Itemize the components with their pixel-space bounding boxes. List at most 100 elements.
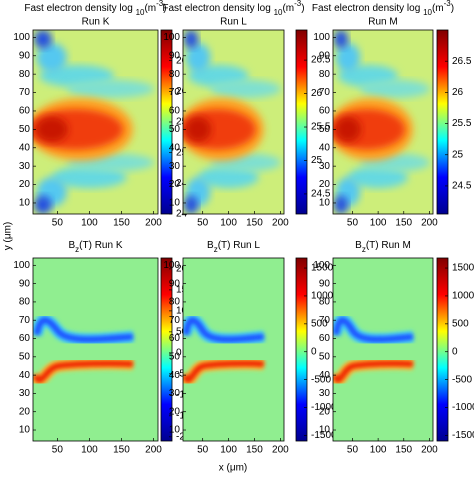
field-feature xyxy=(360,79,430,99)
y-tick-label: 100 xyxy=(163,32,180,43)
title-part: B xyxy=(68,240,75,251)
plot-frame xyxy=(182,257,285,442)
x-tick-label: 100 xyxy=(370,218,387,229)
field-background xyxy=(183,258,284,441)
heatmap-field xyxy=(183,258,284,441)
x-tick-label: 50 xyxy=(52,218,64,229)
y-tick-label: 50 xyxy=(169,351,181,362)
y-tick-label: 80 xyxy=(169,69,181,80)
colorbar-tick-label: 26 xyxy=(311,88,323,99)
y-tick-label: 100 xyxy=(313,260,330,271)
colorbar-tick-label: 500 xyxy=(452,318,469,329)
y-tick-label: 30 xyxy=(19,388,31,399)
colorbar-tick-label: 26 xyxy=(176,86,188,97)
y-tick-label: 70 xyxy=(319,87,331,98)
colorbar-tick-label: 500 xyxy=(311,318,328,329)
y-tick-label: 80 xyxy=(19,69,31,80)
colorbar-tick-label: 25 xyxy=(311,155,323,166)
panel-title: Fast electron density log 10(m-3) xyxy=(312,0,454,17)
y-tick-label: 80 xyxy=(169,297,181,308)
x-tick-label: 200 xyxy=(145,218,162,229)
field-feature xyxy=(335,116,361,143)
colorbar-tick-label: 25.5 xyxy=(452,118,472,129)
title-part: B xyxy=(355,240,362,251)
title-part: Fast electron density log xyxy=(162,3,273,14)
field-feature xyxy=(186,42,211,73)
title-part: 10 xyxy=(423,8,432,17)
y-tick-label: 20 xyxy=(169,179,181,190)
y-tick-label: 70 xyxy=(19,315,31,326)
title-part: ) xyxy=(301,3,304,14)
colorbar-tick-label: 0 xyxy=(176,347,182,358)
colorbar-tick-label: 26.5 xyxy=(452,56,472,67)
field-feature xyxy=(51,166,127,189)
colorbar-tick-label: 24 xyxy=(176,209,188,220)
heatmap-field xyxy=(33,30,158,214)
x-tick-label: 50 xyxy=(197,218,209,229)
y-tick-label: 60 xyxy=(19,333,31,344)
y-tick-label: 70 xyxy=(19,87,31,98)
y-tick-label: 60 xyxy=(169,333,181,344)
x-tick-label: 50 xyxy=(197,445,209,456)
title-part: -3 xyxy=(444,0,452,8)
y-tick-label: 60 xyxy=(19,106,31,117)
x-tick-label: 200 xyxy=(421,218,438,229)
colorbar-tick-label: 26 xyxy=(452,87,464,98)
y-tick-label: 90 xyxy=(19,278,31,289)
y-tick-label: 10 xyxy=(169,425,181,436)
y-tick-label: 90 xyxy=(319,50,331,61)
colorbar-tick-label: 1500 xyxy=(311,263,334,274)
title-part: ) xyxy=(163,3,166,14)
heatmap-field xyxy=(33,258,158,441)
field-feature xyxy=(333,360,414,384)
y-tick-label: 50 xyxy=(319,351,331,362)
colorbar xyxy=(295,29,308,215)
x-tick-label: 100 xyxy=(220,445,237,456)
title-part: (m xyxy=(144,3,156,14)
y-tick-label: 70 xyxy=(169,315,181,326)
y-tick-label: 80 xyxy=(19,297,31,308)
colorbar xyxy=(295,257,308,442)
field-feature xyxy=(33,317,134,343)
x-tick-label: 100 xyxy=(220,218,237,229)
y-tick-label: 40 xyxy=(169,142,181,153)
heatmap-field xyxy=(333,30,433,214)
colorbar-tick-label: -1500 xyxy=(452,430,474,441)
x-tick-label: 150 xyxy=(246,218,263,229)
colorbar-tick-label: 1000 xyxy=(311,291,334,302)
field-feature xyxy=(184,30,199,49)
field-feature xyxy=(183,316,265,343)
x-tick-label: 150 xyxy=(395,445,412,456)
y-tick-label: 50 xyxy=(169,124,181,135)
x-tick-label: 100 xyxy=(81,218,98,229)
field-feature xyxy=(33,360,134,384)
y-tick-label: 40 xyxy=(19,142,31,153)
field-feature xyxy=(334,30,348,49)
y-tick-label: 30 xyxy=(319,161,331,172)
colorbar-tick-label: 26.5 xyxy=(311,55,331,66)
heatmap-field xyxy=(183,30,284,214)
y-tick-label: 10 xyxy=(169,198,181,209)
y-tick-label: 80 xyxy=(319,297,331,308)
title-part: z xyxy=(362,245,366,254)
field-feature xyxy=(348,166,408,189)
field-background xyxy=(333,258,433,441)
y-tick-label: 40 xyxy=(319,370,331,381)
panel-subtitle: Run L xyxy=(220,17,247,28)
title-part: 10 xyxy=(274,8,283,17)
panel-title: Bz(T) Run K xyxy=(68,240,122,254)
x-tick-label: 200 xyxy=(145,445,162,456)
y-tick-label: 70 xyxy=(319,315,331,326)
x-tick-label: 50 xyxy=(347,218,359,229)
y-tick-label: 60 xyxy=(319,333,331,344)
y-tick-label: 100 xyxy=(163,260,180,271)
title-part: (m xyxy=(432,3,444,14)
panel-title: Fast electron density log 10(m-3) xyxy=(162,0,304,17)
plot-frame xyxy=(332,257,434,442)
colorbar xyxy=(436,257,449,442)
title-part: (m xyxy=(282,3,294,14)
y-tick-label: 50 xyxy=(19,124,31,135)
plot-frame xyxy=(332,29,434,215)
field-feature xyxy=(36,42,67,73)
